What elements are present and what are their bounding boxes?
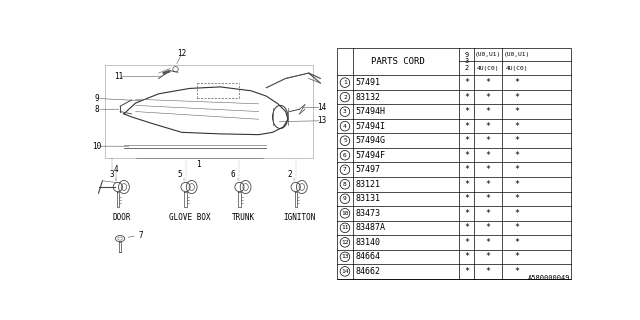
Text: 12: 12 — [177, 49, 186, 58]
Text: IGNITON: IGNITON — [284, 213, 316, 222]
Text: *: * — [486, 209, 491, 218]
Text: 83140: 83140 — [356, 238, 381, 247]
Text: *: * — [514, 180, 519, 189]
Text: *: * — [514, 238, 519, 247]
Text: 83131: 83131 — [356, 194, 381, 203]
Text: *: * — [514, 252, 519, 261]
Text: 11: 11 — [114, 72, 123, 81]
Text: *: * — [486, 92, 491, 102]
Text: PARTS CORD: PARTS CORD — [371, 57, 425, 66]
Text: 9: 9 — [95, 94, 99, 103]
Text: TRUNK: TRUNK — [232, 213, 255, 222]
Text: *: * — [464, 151, 469, 160]
Text: 83487A: 83487A — [356, 223, 386, 232]
Text: 9: 9 — [343, 196, 347, 201]
Text: 13: 13 — [341, 254, 349, 259]
Text: *: * — [486, 238, 491, 247]
Text: 57494G: 57494G — [356, 136, 386, 145]
Text: DOOR: DOOR — [113, 213, 131, 222]
Text: *: * — [486, 194, 491, 203]
Text: 84662: 84662 — [356, 267, 381, 276]
Bar — [105, 65, 312, 158]
Text: 10: 10 — [92, 142, 102, 151]
Text: *: * — [486, 136, 491, 145]
Text: 14: 14 — [341, 269, 349, 274]
Text: *: * — [514, 78, 519, 87]
Text: *: * — [464, 136, 469, 145]
Text: *: * — [486, 252, 491, 261]
Text: *: * — [514, 151, 519, 160]
Text: 4U(C0): 4U(C0) — [477, 66, 500, 71]
Text: A580000049: A580000049 — [528, 275, 570, 281]
Text: 5: 5 — [177, 170, 182, 179]
Text: *: * — [486, 165, 491, 174]
Text: 4: 4 — [343, 124, 347, 129]
Text: *: * — [464, 209, 469, 218]
Text: 7: 7 — [139, 231, 143, 240]
Text: *: * — [486, 223, 491, 232]
Bar — [337, 48, 572, 279]
Text: 7: 7 — [343, 167, 347, 172]
Text: *: * — [464, 165, 469, 174]
Text: *: * — [486, 122, 491, 131]
Text: GLOVE BOX: GLOVE BOX — [168, 213, 210, 222]
Text: 3: 3 — [109, 170, 114, 179]
Text: *: * — [514, 194, 519, 203]
Text: *: * — [514, 136, 519, 145]
Text: *: * — [464, 194, 469, 203]
Text: 83473: 83473 — [356, 209, 381, 218]
Text: 2: 2 — [465, 65, 468, 71]
Text: *: * — [464, 122, 469, 131]
Text: 8: 8 — [95, 105, 99, 114]
Text: 6: 6 — [231, 170, 236, 179]
Text: 8: 8 — [343, 182, 347, 187]
Text: (U0,U1): (U0,U1) — [476, 52, 502, 57]
Text: *: * — [464, 180, 469, 189]
Text: *: * — [486, 267, 491, 276]
Text: 3: 3 — [465, 59, 468, 65]
Text: *: * — [486, 78, 491, 87]
Text: 84664: 84664 — [356, 252, 381, 261]
Text: *: * — [514, 165, 519, 174]
Text: 3: 3 — [343, 109, 347, 114]
Text: 83132: 83132 — [356, 92, 381, 102]
Text: 1: 1 — [343, 80, 347, 85]
Text: 13: 13 — [317, 116, 326, 125]
Text: *: * — [464, 78, 469, 87]
Text: *: * — [464, 107, 469, 116]
Text: *: * — [486, 180, 491, 189]
Text: 57497: 57497 — [356, 165, 381, 174]
Text: *: * — [514, 223, 519, 232]
Text: *: * — [514, 122, 519, 131]
Text: *: * — [464, 267, 469, 276]
Text: *: * — [514, 107, 519, 116]
Text: 1: 1 — [196, 160, 201, 169]
Text: *: * — [464, 223, 469, 232]
Text: 14: 14 — [317, 103, 326, 112]
Text: 11: 11 — [341, 225, 349, 230]
Text: 12: 12 — [341, 240, 349, 245]
Text: (U0,U1): (U0,U1) — [503, 52, 529, 57]
Text: *: * — [486, 151, 491, 160]
Text: *: * — [486, 107, 491, 116]
Text: 5: 5 — [343, 138, 347, 143]
Text: 2: 2 — [287, 170, 292, 179]
Text: 10: 10 — [341, 211, 349, 216]
Text: *: * — [514, 209, 519, 218]
Text: 57491: 57491 — [356, 78, 381, 87]
Text: 6: 6 — [343, 153, 347, 158]
Text: *: * — [464, 252, 469, 261]
Text: *: * — [514, 267, 519, 276]
Text: 57494I: 57494I — [356, 122, 386, 131]
Text: 4: 4 — [114, 165, 118, 174]
Text: 9: 9 — [465, 52, 468, 58]
Text: *: * — [514, 92, 519, 102]
Text: 57494F: 57494F — [356, 151, 386, 160]
Text: *: * — [464, 92, 469, 102]
Text: 4U(C0): 4U(C0) — [505, 66, 528, 71]
Text: *: * — [464, 238, 469, 247]
Text: 57494H: 57494H — [356, 107, 386, 116]
Text: 83121: 83121 — [356, 180, 381, 189]
Text: 2: 2 — [343, 95, 347, 100]
